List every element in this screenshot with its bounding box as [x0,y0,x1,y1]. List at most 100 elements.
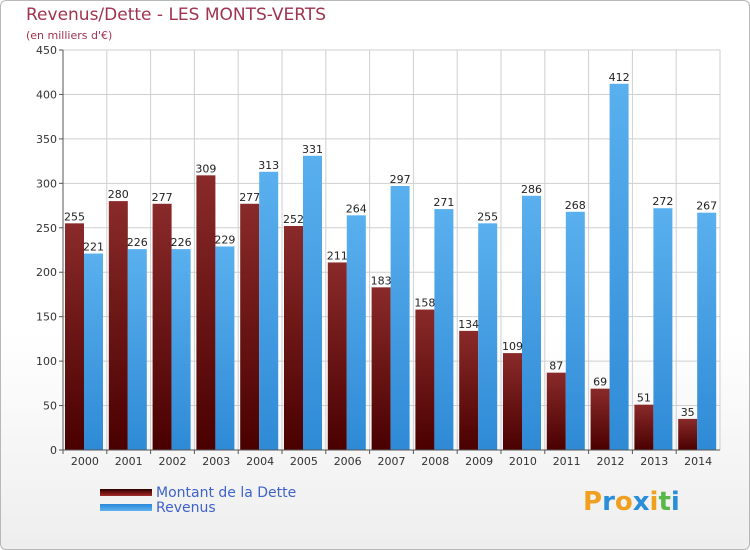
data-label-revenue: 229 [214,233,235,246]
y-tick-label: 50 [43,400,57,413]
bar-debt [327,262,347,450]
x-tick-label: 2002 [159,455,187,468]
bar-revenue [171,249,191,450]
bar-debt [546,372,566,450]
data-label-revenue: 331 [302,143,323,156]
bar-revenue [522,195,541,450]
x-tick-label: 2001 [115,455,143,468]
data-label-debt: 309 [195,162,216,175]
bars-layer [65,83,717,451]
data-label-debt: 109 [502,340,523,353]
x-tick-label: 2004 [246,455,274,468]
bar-debt [65,223,84,450]
x-tick-label: 2012 [597,455,625,468]
data-label-debt: 183 [371,274,392,287]
bar-revenue [390,186,410,450]
bar-revenue [565,211,585,450]
data-label-debt: 69 [593,376,607,389]
bar-revenue [303,155,322,450]
data-label-debt: 211 [327,249,348,262]
bar-debt [240,203,260,450]
proxiti-logo: Proxiti [583,487,680,517]
bar-revenue [653,208,673,450]
data-label-debt: 255 [64,210,85,223]
legend-swatch-revenue [100,504,152,511]
logo-letter: o [614,487,633,517]
legend-swatch-debt [100,489,152,496]
logo-letter: i [670,487,680,517]
x-tick-label: 2005 [290,455,318,468]
data-label-revenue: 272 [652,195,673,208]
y-tick-label: 450 [36,44,57,57]
y-tick-label: 400 [36,88,57,101]
bar-debt [152,203,172,450]
x-tick-label: 2009 [465,455,493,468]
bar-debt [284,226,303,450]
bar-revenue [609,83,629,451]
data-label-revenue: 264 [346,202,367,215]
bar-debt [634,404,654,450]
bar-debt [108,201,128,450]
bar-debt [503,353,522,450]
x-tick-label: 2007 [378,455,406,468]
x-tick-label: 2003 [202,455,230,468]
x-tick-label: 2011 [553,455,581,468]
y-tick-label: 150 [36,311,57,324]
logo-letter: i [649,487,659,517]
y-tick-label: 300 [36,177,57,190]
bar-revenue [478,223,498,450]
data-label-revenue: 226 [127,236,148,249]
bar-debt [415,309,435,450]
x-tick-label: 2000 [71,455,99,468]
data-label-revenue: 271 [433,196,454,209]
bar-debt [459,330,479,450]
chart-title: Revenus/Dette - LES MONTS-VERTS [26,5,327,25]
data-label-revenue: 297 [390,173,411,186]
y-tick-label: 350 [36,133,57,146]
y-tick-label: 100 [36,355,57,368]
bar-revenue [259,171,279,450]
x-tick-label: 2014 [684,455,712,468]
data-label-revenue: 313 [258,159,279,172]
bar-revenue [127,249,147,450]
legend-label-revenue: Revenus [156,500,216,516]
data-label-revenue: 412 [609,71,630,84]
x-tick-label: 2010 [509,455,537,468]
data-label-debt: 252 [283,213,304,226]
logo-letter: r [602,487,615,517]
logo-letter: x [632,487,650,517]
bar-debt [590,388,610,450]
legend-label-debt: Montant de la Dette [156,485,297,501]
x-tick-label: 2008 [421,455,449,468]
bar-revenue [215,246,235,450]
bar-debt [196,175,216,451]
data-label-debt: 35 [681,406,695,419]
x-tick-label: 2006 [334,455,362,468]
labels-layer: 255 221 280 226 277 226 309 229 277 313 252 331 211 2… [64,71,717,419]
data-label-debt: 51 [637,392,651,405]
bar-revenue [84,253,103,450]
x-tick-label: 2013 [640,455,668,468]
data-label-revenue: 268 [565,199,586,212]
chart-subtitle: (en milliers d'€) [26,29,113,42]
y-tick-label: 0 [50,444,57,457]
data-label-debt: 158 [414,297,435,310]
data-label-debt: 134 [458,318,479,331]
y-tick-label: 250 [36,222,57,235]
y-tick-label: 200 [36,266,57,279]
data-label-revenue: 286 [521,183,542,196]
data-label-revenue: 221 [83,241,104,254]
bar-revenue [346,215,366,450]
logo-letter: t [658,487,671,517]
logo-letter: P [583,487,603,517]
bar-revenue [697,212,717,450]
data-label-revenue: 255 [477,210,498,223]
data-label-debt: 87 [549,360,563,373]
data-label-revenue: 226 [171,236,192,249]
data-label-debt: 280 [108,188,129,201]
bar-debt [678,418,698,450]
bar-revenue [434,209,454,450]
data-label-revenue: 267 [696,200,717,213]
bar-debt [371,287,391,450]
